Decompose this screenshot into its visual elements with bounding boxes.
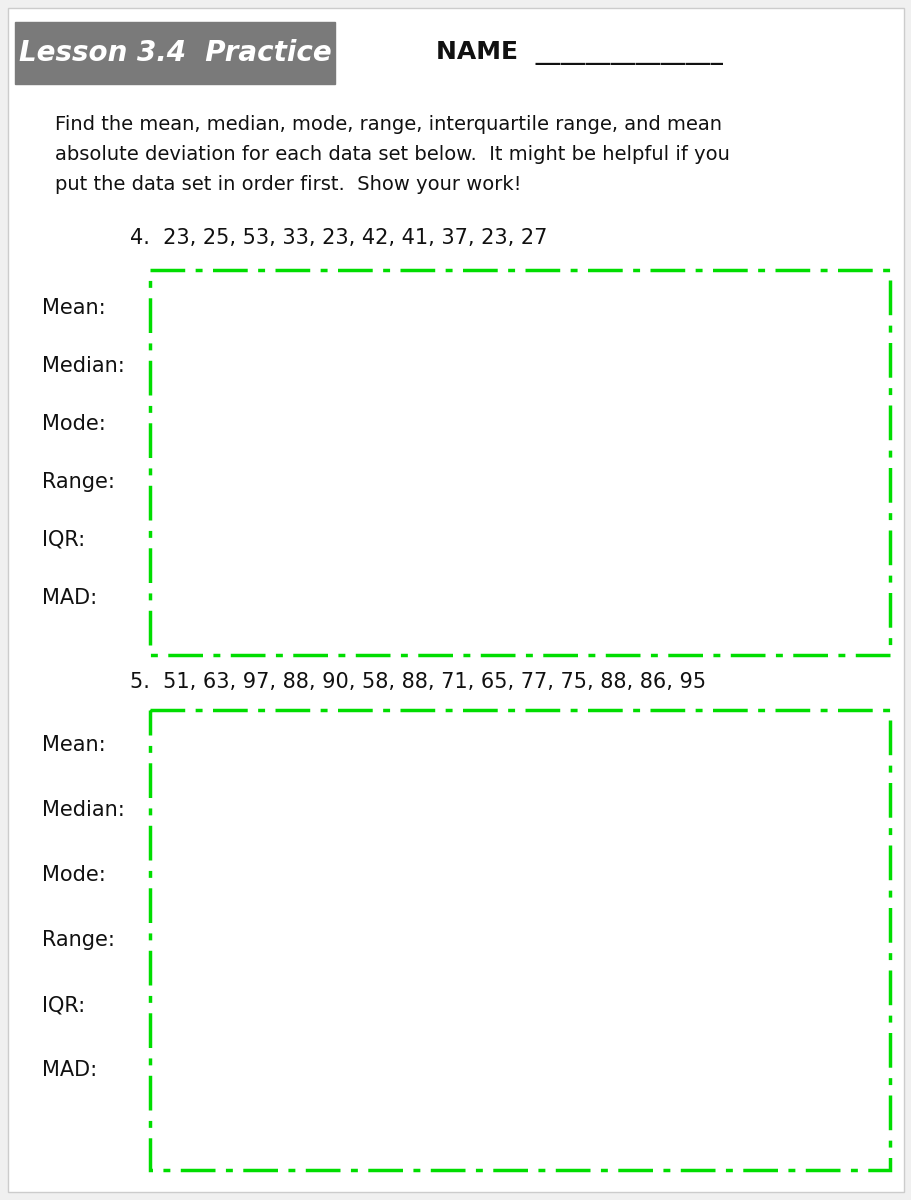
- Text: put the data set in order first.  Show your work!: put the data set in order first. Show yo…: [55, 175, 521, 194]
- FancyBboxPatch shape: [15, 22, 334, 84]
- Text: Find the mean, median, mode, range, interquartile range, and mean: Find the mean, median, mode, range, inte…: [55, 115, 722, 134]
- Text: Median:: Median:: [42, 800, 125, 820]
- Text: 4.  23, 25, 53, 33, 23, 42, 41, 37, 23, 27: 4. 23, 25, 53, 33, 23, 42, 41, 37, 23, 2…: [130, 228, 547, 248]
- Text: Mode:: Mode:: [42, 414, 106, 434]
- Text: NAME  _______________: NAME _______________: [436, 41, 722, 65]
- FancyBboxPatch shape: [149, 710, 889, 1170]
- Text: IQR:: IQR:: [42, 530, 85, 550]
- Text: absolute deviation for each data set below.  It might be helpful if you: absolute deviation for each data set bel…: [55, 145, 729, 164]
- Text: Mean:: Mean:: [42, 298, 106, 318]
- Text: Mode:: Mode:: [42, 865, 106, 886]
- Text: IQR:: IQR:: [42, 995, 85, 1015]
- FancyBboxPatch shape: [149, 270, 889, 655]
- Text: MAD:: MAD:: [42, 1060, 97, 1080]
- FancyBboxPatch shape: [8, 8, 903, 1192]
- Text: Mean:: Mean:: [42, 734, 106, 755]
- Text: Median:: Median:: [42, 356, 125, 376]
- Text: 5.  51, 63, 97, 88, 90, 58, 88, 71, 65, 77, 75, 88, 86, 95: 5. 51, 63, 97, 88, 90, 58, 88, 71, 65, 7…: [130, 672, 705, 692]
- Text: MAD:: MAD:: [42, 588, 97, 608]
- Text: Range:: Range:: [42, 930, 115, 950]
- Text: Range:: Range:: [42, 472, 115, 492]
- Text: Lesson 3.4  Practice: Lesson 3.4 Practice: [18, 38, 331, 67]
